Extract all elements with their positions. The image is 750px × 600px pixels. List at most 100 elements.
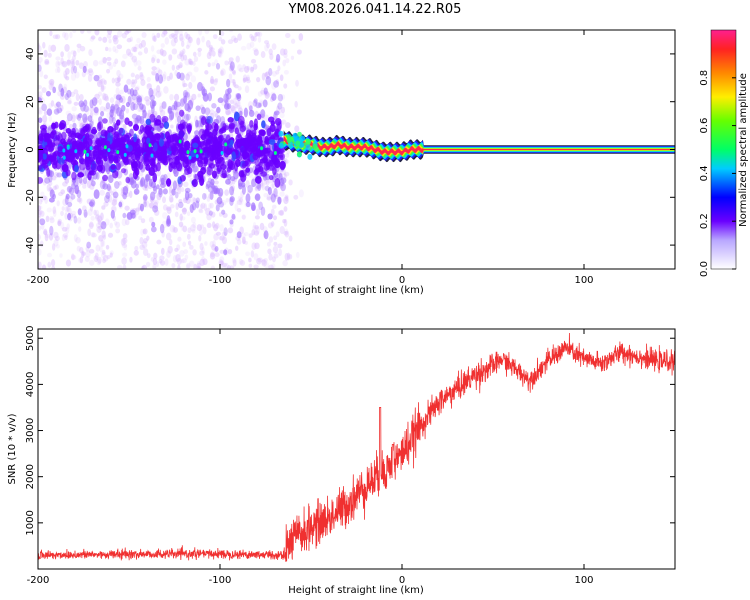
noise-blob — [57, 220, 62, 226]
noise-blob — [173, 37, 178, 44]
noise-blob — [39, 70, 44, 78]
noise-blob — [201, 255, 205, 262]
noise-blob — [244, 240, 248, 245]
noise-blob — [75, 237, 81, 244]
spectrogram-y-tick-label: 20 — [25, 95, 36, 108]
noise-blob — [129, 190, 133, 199]
noise-blob — [78, 100, 85, 108]
noise-blob — [249, 33, 253, 39]
noise-core-blob — [227, 158, 233, 169]
noise-blob — [121, 32, 127, 39]
noise-blob — [248, 263, 253, 268]
spectrogram-noise-cloud — [38, 30, 304, 269]
noise-blob — [263, 261, 270, 269]
noise-blob — [99, 106, 106, 113]
noise-blob — [72, 122, 77, 129]
noise-blob — [49, 30, 53, 37]
noise-blob — [156, 49, 162, 55]
noise-blob — [254, 32, 258, 38]
noise-blob — [218, 259, 224, 266]
noise-blob — [168, 111, 174, 121]
noise-core-blob — [205, 129, 211, 136]
noise-blob — [267, 187, 272, 195]
noise-blob — [163, 173, 168, 181]
noise-blob — [283, 69, 289, 75]
noise-blob — [162, 196, 167, 204]
noise-core-blob — [38, 176, 44, 184]
snr-plot-area — [38, 329, 675, 569]
noise-blob — [93, 106, 99, 114]
noise-core-blob — [47, 138, 53, 145]
noise-core-blob — [214, 123, 219, 132]
noise-blob — [279, 112, 285, 119]
noise-blob — [253, 49, 259, 56]
spectrogram-y-tick-label: 0 — [25, 146, 36, 152]
noise-core-blob — [171, 133, 178, 141]
noise-blob — [156, 85, 161, 93]
noise-core-blob — [159, 122, 165, 129]
noise-blob — [148, 202, 155, 209]
noise-blob — [214, 180, 219, 185]
noise-blob — [288, 179, 293, 186]
noise-blob — [209, 191, 214, 200]
noise-blob — [108, 64, 113, 70]
noise-blob — [290, 55, 295, 60]
noise-blob — [275, 231, 280, 238]
noise-blob — [197, 266, 202, 269]
noise-blob — [78, 62, 84, 70]
noise-blob — [162, 30, 168, 35]
noise-blob — [248, 167, 253, 174]
noise-blob — [70, 193, 76, 200]
noise-blob — [263, 72, 268, 77]
noise-core-blob — [178, 129, 184, 140]
noise-blob — [188, 58, 192, 65]
noise-core-blob — [126, 159, 133, 165]
noise-core-blob — [179, 119, 186, 129]
noise-core-blob — [244, 137, 250, 145]
noise-blob — [69, 58, 75, 65]
noise-blob — [185, 33, 191, 40]
noise-blob — [125, 101, 131, 108]
noise-core-blob — [185, 140, 190, 148]
noise-blob — [100, 78, 106, 85]
noise-blob — [236, 104, 242, 110]
noise-blob — [123, 244, 128, 251]
noise-blob — [171, 263, 176, 269]
noise-blob — [107, 194, 113, 203]
noise-blob — [122, 237, 128, 244]
noise-blob — [268, 48, 273, 56]
noise-blob — [162, 59, 167, 65]
noise-blob — [130, 81, 136, 88]
noise-blob — [105, 191, 111, 200]
noise-core-blob — [253, 118, 258, 128]
noise-blob — [228, 73, 233, 80]
noise-blob — [135, 183, 140, 190]
noise-blob — [135, 85, 140, 91]
noise-blob — [133, 46, 138, 53]
noise-blob — [174, 211, 179, 218]
noise-blob — [186, 233, 191, 240]
noise-core-blob — [52, 162, 58, 169]
noise-blob — [223, 98, 228, 105]
noise-blob — [246, 74, 250, 82]
noise-blob — [189, 60, 194, 66]
noise-blob — [74, 184, 80, 195]
noise-blob — [49, 78, 55, 86]
noise-blob — [298, 189, 304, 198]
noise-blob — [67, 51, 71, 60]
noise-blob — [133, 250, 139, 256]
noise-blob — [100, 84, 105, 93]
noise-blob — [140, 228, 145, 236]
noise-blob — [151, 100, 157, 107]
snr-x-tick-label: 100 — [574, 575, 593, 586]
noise-blob — [142, 238, 148, 244]
noise-blob — [49, 217, 55, 224]
spectrogram-y-tick-label: -40 — [25, 237, 36, 253]
noise-blob — [129, 36, 133, 42]
noise-blob — [231, 35, 237, 42]
noise-blob — [184, 31, 189, 39]
noise-core-blob — [250, 146, 255, 156]
noise-blob — [79, 246, 84, 254]
noise-blob — [204, 107, 211, 116]
noise-core-blob — [77, 145, 83, 155]
